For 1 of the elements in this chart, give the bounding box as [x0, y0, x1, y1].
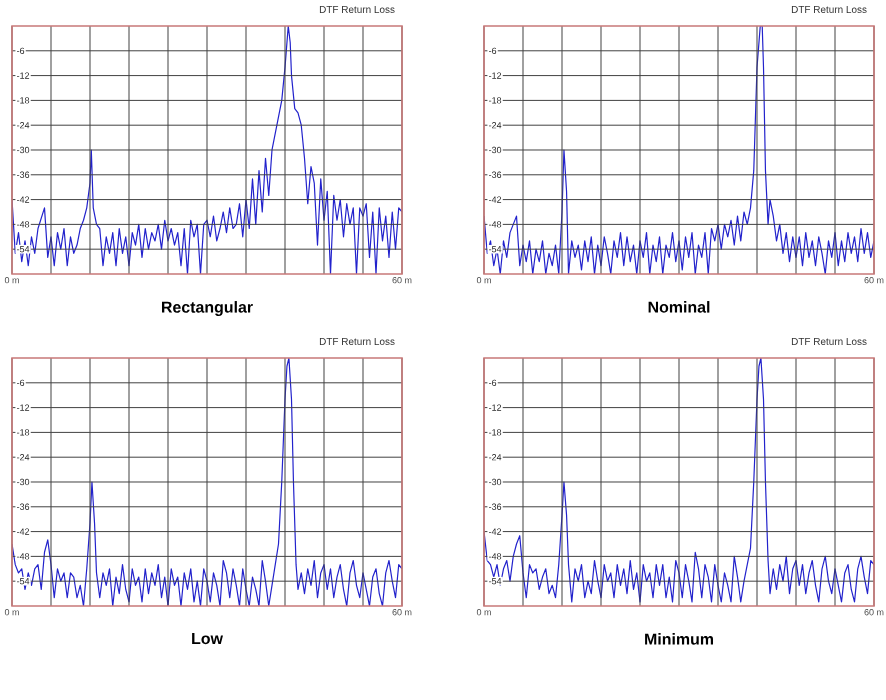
- line-series: [12, 357, 402, 606]
